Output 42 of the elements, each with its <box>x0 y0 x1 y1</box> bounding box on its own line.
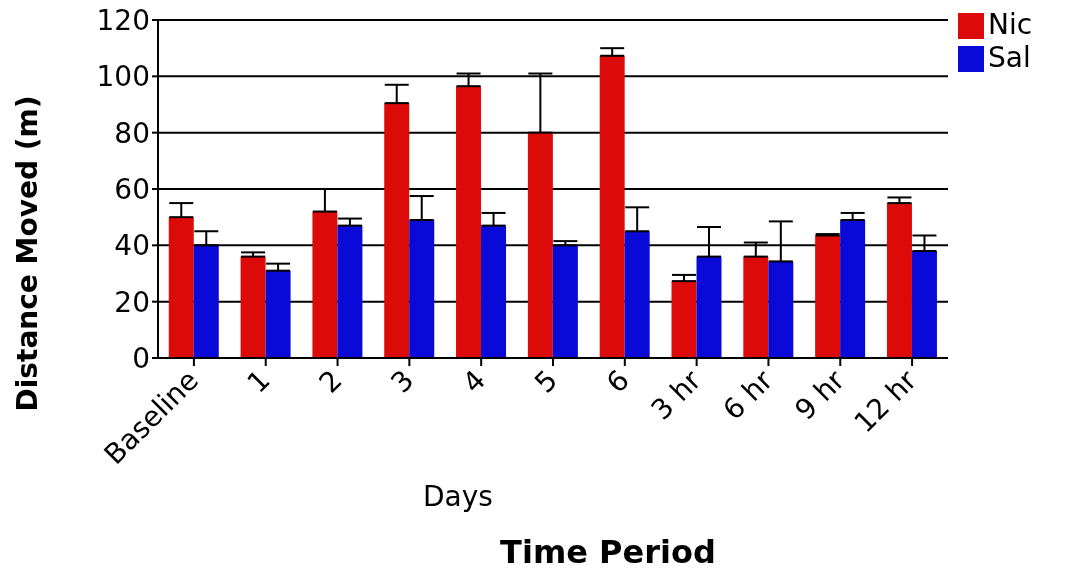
y-tick-label: 120 <box>96 3 150 37</box>
x-axis-title: Time Period <box>499 533 717 571</box>
x-tick-label: 2 <box>312 363 349 400</box>
x-tick-label: 3 hr <box>644 363 708 427</box>
x-tick-label: 3 <box>384 363 421 400</box>
bar <box>840 219 866 358</box>
bar <box>768 261 794 358</box>
bar <box>886 203 912 358</box>
bar <box>527 132 553 358</box>
y-tick-label: 100 <box>96 60 150 94</box>
bar <box>624 231 650 358</box>
x-tick-label: 4 <box>456 363 493 400</box>
legend-label: Nic <box>988 8 1033 41</box>
bar <box>481 225 507 358</box>
x-tick-label: 5 <box>528 363 564 400</box>
x-tick-label: 6 <box>599 363 636 400</box>
bar <box>815 235 841 358</box>
bar <box>696 256 722 358</box>
y-tick-label: 60 <box>114 172 150 206</box>
bar <box>168 217 194 358</box>
bar <box>337 225 363 358</box>
bar <box>409 219 435 358</box>
bar <box>265 270 291 358</box>
y-tick-label: 20 <box>114 285 150 319</box>
y-axis-title: Distance Moved (m) <box>11 95 45 411</box>
bar <box>240 256 266 358</box>
bar <box>911 250 937 358</box>
bar <box>671 281 697 358</box>
x-tick-label: 1 <box>240 363 277 400</box>
bar <box>312 211 338 358</box>
y-tick-label: 40 <box>114 229 150 263</box>
x-tick-label: 6 hr <box>716 363 780 427</box>
bar <box>456 86 482 358</box>
legend-label: Sal <box>988 41 1031 74</box>
y-tick-label: 80 <box>114 116 150 150</box>
bar <box>599 55 625 358</box>
y-tick-label: 0 <box>132 341 150 375</box>
bar <box>193 245 219 358</box>
bar <box>552 245 578 358</box>
bar <box>384 103 410 358</box>
bar <box>743 256 769 358</box>
text: Days <box>423 480 493 513</box>
